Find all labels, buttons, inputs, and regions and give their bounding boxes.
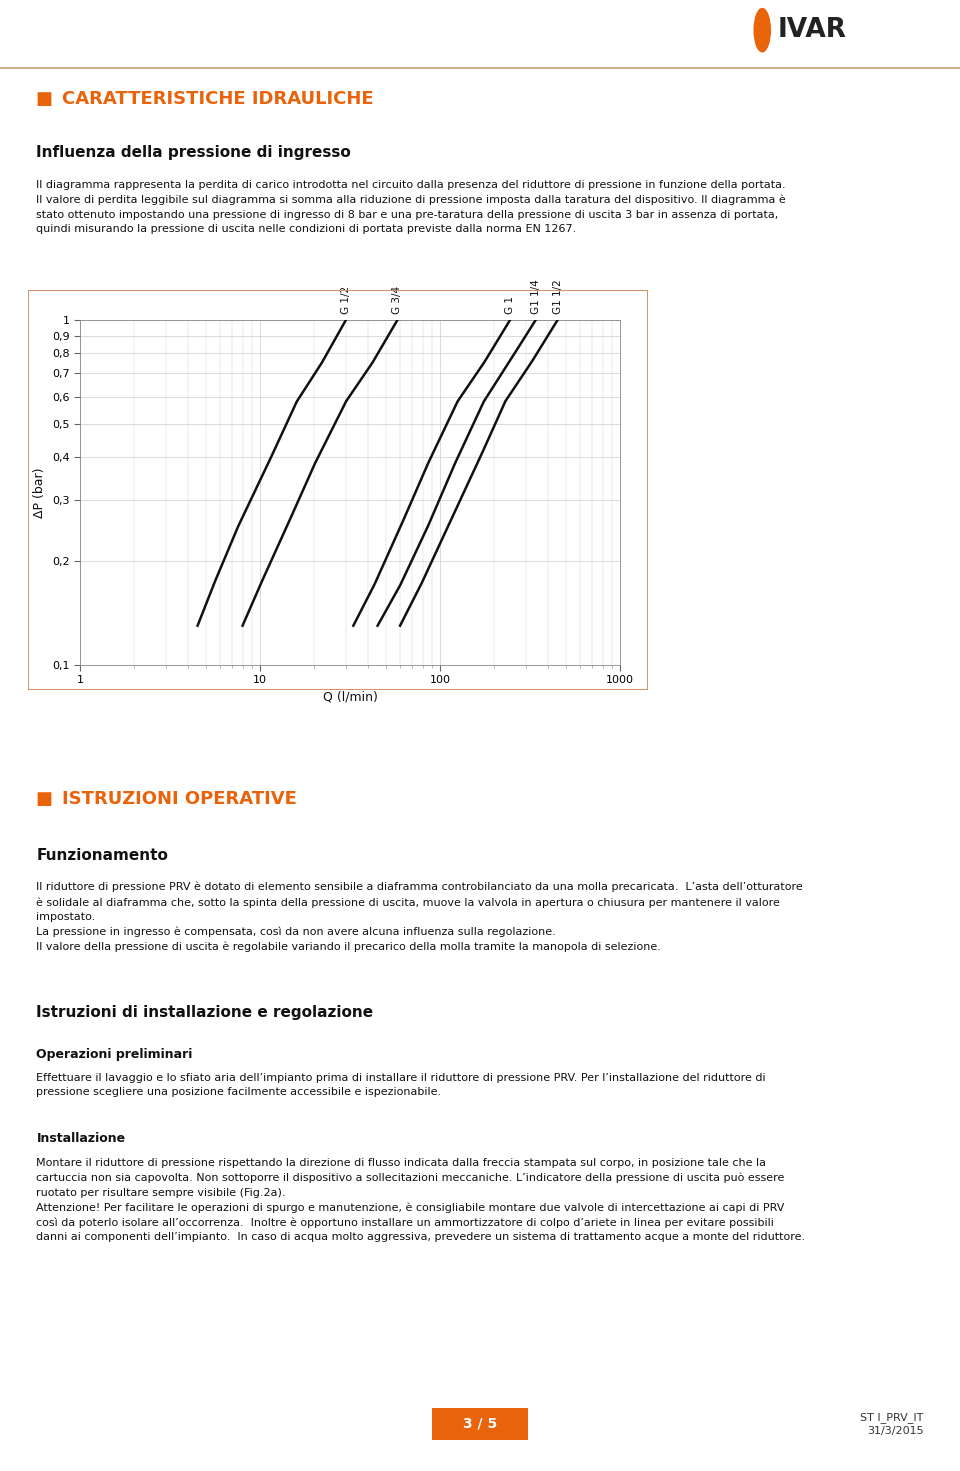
Text: G 3/4: G 3/4 xyxy=(393,287,402,315)
Text: G 1/2: G 1/2 xyxy=(341,287,351,315)
Text: Funzionamento: Funzionamento xyxy=(36,847,168,863)
Text: ST I_PRV_IT
31/3/2015: ST I_PRV_IT 31/3/2015 xyxy=(860,1412,924,1436)
Text: 3 / 5: 3 / 5 xyxy=(463,1417,497,1431)
Text: Installazione: Installazione xyxy=(36,1133,126,1144)
Text: Il riduttore di pressione PRV è dotato di elemento sensibile a diaframma controb: Il riduttore di pressione PRV è dotato d… xyxy=(36,883,804,952)
Text: G 1: G 1 xyxy=(505,297,516,315)
Text: ■: ■ xyxy=(36,790,60,808)
X-axis label: Q (l/min): Q (l/min) xyxy=(323,691,377,705)
Text: CARATTERISTICHE IDRAULICHE: CARATTERISTICHE IDRAULICHE xyxy=(62,90,374,107)
Text: ISTRUZIONI OPERATIVE: ISTRUZIONI OPERATIVE xyxy=(62,790,298,808)
Y-axis label: ΔP (bar): ΔP (bar) xyxy=(34,468,46,518)
Text: Operazioni preliminari: Operazioni preliminari xyxy=(36,1047,193,1061)
Text: IVAR: IVAR xyxy=(778,18,847,43)
Text: G1 1/4: G1 1/4 xyxy=(531,279,540,315)
Text: Istruzioni di installazione e regolazione: Istruzioni di installazione e regolazion… xyxy=(36,1005,373,1019)
Text: Il diagramma rappresenta la perdita di carico introdotta nel circuito dalla pres: Il diagramma rappresenta la perdita di c… xyxy=(36,179,786,234)
Text: Effettuare il lavaggio e lo sfiato aria dell’impianto prima di installare il rid: Effettuare il lavaggio e lo sfiato aria … xyxy=(36,1072,766,1097)
Text: ■: ■ xyxy=(36,90,60,107)
Text: Influenza della pressione di ingresso: Influenza della pressione di ingresso xyxy=(36,146,351,160)
Circle shape xyxy=(755,9,770,51)
Text: Montare il riduttore di pressione rispettando la direzione di flusso indicata da: Montare il riduttore di pressione rispet… xyxy=(36,1158,805,1243)
Text: G1 1/2: G1 1/2 xyxy=(553,279,563,315)
